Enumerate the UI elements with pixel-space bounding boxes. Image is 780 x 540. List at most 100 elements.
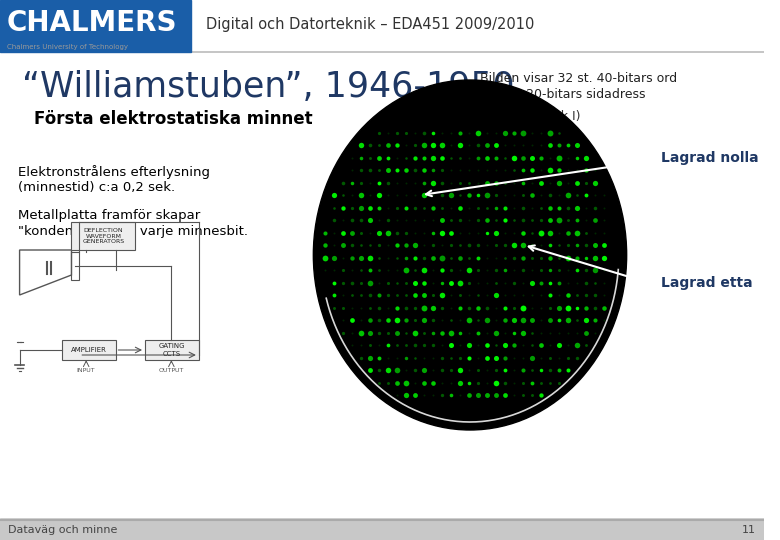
- Point: [328, 241, 340, 249]
- Point: [598, 316, 611, 325]
- Point: [598, 228, 611, 237]
- Point: [436, 215, 448, 224]
- Point: [472, 390, 484, 399]
- Point: [517, 191, 530, 199]
- Point: [364, 166, 377, 174]
- Point: [526, 128, 538, 137]
- Point: [400, 278, 413, 287]
- Point: [517, 341, 530, 349]
- Point: [535, 178, 548, 187]
- Point: [508, 353, 520, 362]
- Point: [337, 278, 349, 287]
- Point: [427, 278, 439, 287]
- Point: [418, 390, 431, 399]
- Point: [382, 203, 395, 212]
- Text: OUTPUT: OUTPUT: [158, 368, 184, 373]
- Text: Lagrad etta: Lagrad etta: [661, 276, 753, 290]
- Point: [589, 191, 601, 199]
- Point: [373, 153, 385, 162]
- Point: [517, 366, 530, 374]
- Point: [328, 278, 340, 287]
- Point: [508, 341, 520, 349]
- Point: [580, 266, 593, 274]
- Point: [382, 341, 395, 349]
- Point: [346, 241, 358, 249]
- Point: [409, 153, 421, 162]
- Point: [472, 166, 484, 174]
- Point: [454, 228, 466, 237]
- Point: [454, 303, 466, 312]
- Point: [409, 191, 421, 199]
- Point: [445, 141, 457, 150]
- Point: [382, 228, 395, 237]
- Point: [454, 341, 466, 349]
- Point: [589, 166, 601, 174]
- Point: [373, 291, 385, 299]
- Point: [490, 353, 502, 362]
- Point: [472, 378, 484, 387]
- Point: [355, 141, 367, 150]
- Point: [580, 303, 593, 312]
- Bar: [0, 0, 191, 52]
- Point: [400, 128, 413, 137]
- Point: [427, 341, 439, 349]
- Point: [481, 353, 494, 362]
- Point: [544, 253, 557, 262]
- Point: [346, 303, 358, 312]
- Point: [508, 278, 520, 287]
- Point: [454, 253, 466, 262]
- Point: [436, 153, 448, 162]
- Point: [364, 241, 377, 249]
- Point: [355, 191, 367, 199]
- Point: [526, 366, 538, 374]
- Point: [436, 303, 448, 312]
- Point: [490, 215, 502, 224]
- Point: [499, 203, 512, 212]
- Point: [481, 341, 494, 349]
- Point: [580, 191, 593, 199]
- Point: [373, 191, 385, 199]
- Point: [526, 266, 538, 274]
- Point: [544, 141, 557, 150]
- Point: [580, 166, 593, 174]
- Point: [562, 166, 575, 174]
- Point: [463, 241, 476, 249]
- Point: [490, 378, 502, 387]
- Point: [382, 253, 395, 262]
- Point: [445, 153, 457, 162]
- Point: [553, 378, 566, 387]
- Point: [319, 266, 332, 274]
- Point: [553, 328, 566, 337]
- Point: [553, 353, 566, 362]
- Point: [544, 316, 557, 325]
- Point: [328, 253, 340, 262]
- Point: [544, 303, 557, 312]
- Point: [472, 341, 484, 349]
- Point: [400, 215, 413, 224]
- Point: [499, 378, 512, 387]
- Point: [562, 228, 575, 237]
- Point: [436, 191, 448, 199]
- Point: [589, 303, 601, 312]
- Point: [337, 328, 349, 337]
- Point: [328, 203, 340, 212]
- Point: [580, 178, 593, 187]
- Point: [400, 266, 413, 274]
- Point: [427, 390, 439, 399]
- Point: [427, 353, 439, 362]
- Point: [337, 316, 349, 325]
- Point: [481, 390, 494, 399]
- Point: [535, 128, 548, 137]
- Point: [571, 178, 583, 187]
- Point: [445, 390, 457, 399]
- Point: [472, 266, 484, 274]
- Point: [391, 303, 403, 312]
- Point: [382, 128, 395, 137]
- Point: [391, 366, 403, 374]
- Point: [454, 203, 466, 212]
- Point: [571, 278, 583, 287]
- Point: [409, 378, 421, 387]
- Point: [391, 228, 403, 237]
- Point: [472, 191, 484, 199]
- Point: [589, 266, 601, 274]
